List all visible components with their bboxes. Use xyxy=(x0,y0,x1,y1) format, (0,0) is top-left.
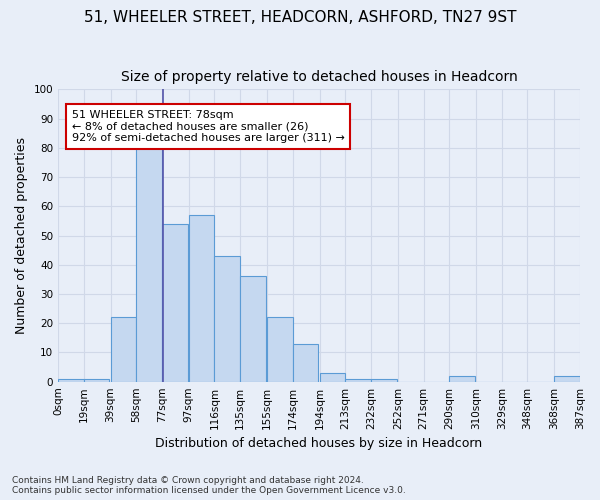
Y-axis label: Number of detached properties: Number of detached properties xyxy=(15,137,28,334)
Title: Size of property relative to detached houses in Headcorn: Size of property relative to detached ho… xyxy=(121,70,517,84)
Bar xyxy=(58,379,83,382)
X-axis label: Distribution of detached houses by size in Headcorn: Distribution of detached houses by size … xyxy=(155,437,482,450)
Bar xyxy=(554,376,580,382)
Text: 51, WHEELER STREET, HEADCORN, ASHFORD, TN27 9ST: 51, WHEELER STREET, HEADCORN, ASHFORD, T… xyxy=(84,10,516,25)
Bar xyxy=(320,373,346,382)
Bar xyxy=(371,379,397,382)
Bar xyxy=(162,224,188,382)
Bar xyxy=(214,256,240,382)
Bar xyxy=(267,318,293,382)
Bar xyxy=(449,376,475,382)
Bar xyxy=(189,215,214,382)
Bar xyxy=(293,344,319,382)
Bar xyxy=(346,379,371,382)
Bar xyxy=(110,318,136,382)
Bar xyxy=(83,379,109,382)
Text: 51 WHEELER STREET: 78sqm
← 8% of detached houses are smaller (26)
92% of semi-de: 51 WHEELER STREET: 78sqm ← 8% of detache… xyxy=(71,110,344,143)
Text: Contains HM Land Registry data © Crown copyright and database right 2024.
Contai: Contains HM Land Registry data © Crown c… xyxy=(12,476,406,495)
Bar xyxy=(240,276,266,382)
Bar xyxy=(136,145,162,382)
